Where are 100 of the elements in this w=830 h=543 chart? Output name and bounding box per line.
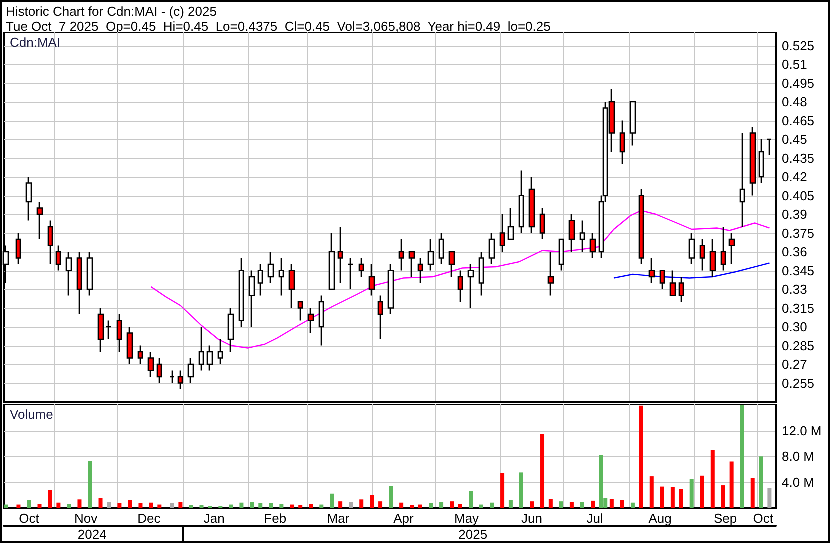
bar xyxy=(530,502,534,508)
y-tick-label: 8.0 M xyxy=(782,449,815,464)
bar xyxy=(27,500,32,508)
y-tick-label: 0.495 xyxy=(782,76,815,91)
bar xyxy=(269,504,274,508)
bar xyxy=(759,456,764,508)
candlestick xyxy=(318,295,324,346)
candlestick xyxy=(620,120,626,166)
bar xyxy=(118,504,122,508)
y-tick-label: 0.39 xyxy=(782,207,808,222)
candlestick xyxy=(56,245,62,272)
candlestick xyxy=(428,238,434,272)
bar xyxy=(78,500,82,508)
bar xyxy=(360,500,364,508)
bar xyxy=(679,489,684,508)
x-tick-label: Nov xyxy=(74,511,98,526)
y-tick-label: 0.345 xyxy=(782,263,815,278)
bar xyxy=(559,502,564,508)
candlestick xyxy=(36,201,44,240)
y-tick-label: 0.285 xyxy=(782,338,815,354)
bar xyxy=(700,476,704,508)
candlestick xyxy=(218,338,224,366)
y-tick-label: 0.36 xyxy=(782,244,808,260)
bar xyxy=(280,504,284,508)
candlestick xyxy=(500,214,506,253)
candlestick xyxy=(518,170,524,234)
candlestick xyxy=(678,276,684,303)
y-tick-label: 0.27 xyxy=(782,357,808,372)
bar xyxy=(309,504,314,508)
candlestick xyxy=(458,270,464,303)
candlestick xyxy=(548,251,554,296)
candlestick xyxy=(398,238,404,272)
y-tick-label: 0.405 xyxy=(782,188,815,204)
candlestick xyxy=(258,264,264,296)
bar xyxy=(370,495,374,508)
y-tick-label: 0.375 xyxy=(782,226,815,241)
y-tick-label: 4.0 M xyxy=(782,474,815,490)
candlestick xyxy=(116,314,122,353)
y-tick-label: 0.51 xyxy=(782,57,808,72)
candlestick xyxy=(248,270,256,328)
candlestick xyxy=(630,101,636,146)
line-series xyxy=(613,262,770,279)
candlestick xyxy=(540,208,546,240)
candlestick xyxy=(268,251,274,284)
candlestick xyxy=(368,264,376,296)
bar xyxy=(258,504,263,508)
candlestick xyxy=(728,232,736,266)
bar xyxy=(599,455,604,508)
candlestick xyxy=(328,232,336,290)
candlestick xyxy=(288,264,296,309)
x-tick-label: Feb xyxy=(264,511,287,526)
bar xyxy=(178,502,183,508)
y-tick-label: 0.48 xyxy=(782,94,808,110)
candlestick xyxy=(228,308,234,353)
candlestick xyxy=(170,370,176,384)
candlestick xyxy=(348,258,354,290)
candlestick xyxy=(378,295,384,340)
bar xyxy=(508,500,513,508)
candlestick xyxy=(338,226,344,284)
bar xyxy=(418,504,422,508)
bar xyxy=(4,504,8,508)
bar xyxy=(378,502,383,508)
y-tick-label: 0.465 xyxy=(782,113,815,128)
x-tick-label: Oct xyxy=(19,511,40,526)
bar xyxy=(189,505,194,508)
bar xyxy=(500,473,505,508)
bar xyxy=(519,472,524,508)
x-tick-label: Sep xyxy=(714,511,738,526)
candlestick xyxy=(148,351,154,378)
bar xyxy=(298,505,303,508)
chart-subtitle: Tue Oct 7 2025 Op=0.45 Hi=0.45 Lo=0.4375 Cl=0.45 Vol=3,065,808 Year hi=0.49 lo=0.25 xyxy=(6,19,551,34)
bar xyxy=(56,502,61,508)
bar xyxy=(620,500,624,508)
candlestick xyxy=(106,320,112,340)
bar xyxy=(128,500,132,508)
bar xyxy=(490,502,494,508)
x-tick-label: Aug xyxy=(648,511,672,526)
bar xyxy=(67,504,72,508)
y-tick-label: 0.42 xyxy=(782,170,808,184)
y-tick-label: 0.45 xyxy=(782,132,808,147)
candlestick xyxy=(138,345,144,366)
bar xyxy=(480,504,484,508)
bar xyxy=(540,434,545,508)
candlestick xyxy=(670,270,676,296)
bar xyxy=(429,504,434,508)
y-tick-label: 0.33 xyxy=(782,282,808,297)
bar xyxy=(650,476,654,508)
bar xyxy=(440,502,444,508)
candlestick xyxy=(568,214,576,253)
candlestick xyxy=(408,251,416,278)
bar xyxy=(330,494,334,508)
candlestick xyxy=(700,238,706,272)
bar xyxy=(410,505,414,508)
chart-title: Historic Chart for Cdn:MAI - (c) 2025 xyxy=(6,4,217,19)
bar xyxy=(107,502,112,508)
candlestick xyxy=(590,232,596,259)
candlestick xyxy=(478,251,484,296)
candlestick xyxy=(468,264,474,309)
candlestick xyxy=(758,138,764,184)
bar xyxy=(400,502,404,508)
